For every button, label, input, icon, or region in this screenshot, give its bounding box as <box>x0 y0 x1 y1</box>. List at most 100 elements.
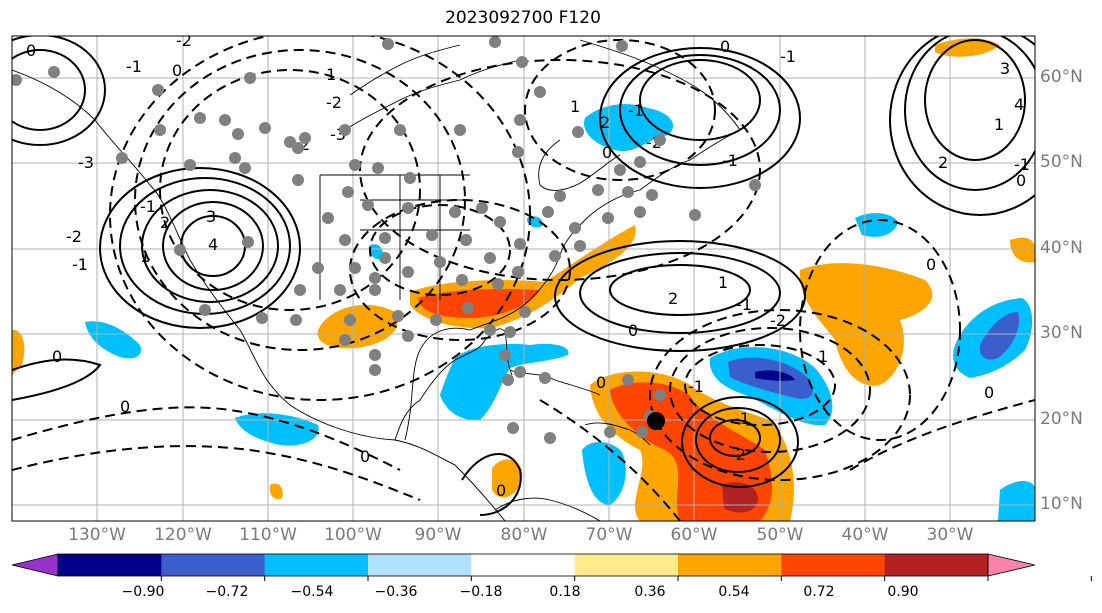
colorbar <box>11 553 1092 581</box>
contour-label: 0 <box>496 481 506 500</box>
colorbar-tick-label: 0.54 <box>718 584 750 600</box>
lon-label: 40°W <box>841 525 889 545</box>
negative-anomaly-area <box>998 481 1035 521</box>
positive-anomaly-area <box>492 459 523 498</box>
station-marker <box>574 240 586 252</box>
lat-label: 50°N <box>1040 152 1083 172</box>
station-marker <box>634 206 646 218</box>
station-marker <box>512 146 524 158</box>
contour-label: -1 <box>1014 155 1030 174</box>
contour-label: 0 <box>52 347 62 366</box>
lat-label: 40°N <box>1040 238 1083 258</box>
contour-label: -2 <box>730 445 746 464</box>
lon-label: 110°W <box>239 525 297 545</box>
station-marker <box>514 238 526 250</box>
map-title: 2023092700 F120 <box>445 8 601 28</box>
contour-label: 0 <box>1016 171 1026 190</box>
station-marker <box>219 114 231 126</box>
station-marker <box>259 122 271 134</box>
station-marker <box>636 426 648 438</box>
station-marker <box>689 209 701 221</box>
station-marker <box>484 324 496 336</box>
station-marker <box>382 38 394 50</box>
station-marker <box>379 232 391 244</box>
contour-label: 1 <box>818 347 828 366</box>
negative-anomaly-area <box>369 244 383 260</box>
contour-label: 0 <box>172 61 182 80</box>
contour-label-group: 0 -1 0 -2 -3 -2 -1 0 -1 -2 -3 1 2 3 4 0 … <box>26 36 1030 500</box>
colorbar-tick-label: 0.72 <box>803 584 835 600</box>
contour-label: 0 <box>596 373 606 392</box>
colorbar-swatch <box>781 554 886 576</box>
contour-label: 0 <box>720 37 730 56</box>
positive-anomaly-area <box>12 329 25 375</box>
station-marker <box>362 199 374 211</box>
colorbar-tick-label: 0.18 <box>549 584 581 600</box>
station-marker <box>539 372 551 384</box>
contour-label: -1 <box>140 197 156 216</box>
station-marker <box>344 314 356 326</box>
contour-label: 2 <box>938 153 948 172</box>
station-marker <box>292 174 304 186</box>
colorbar-swatch <box>678 554 782 576</box>
contour-label: -3 <box>78 153 94 172</box>
station-marker <box>199 304 211 316</box>
positive-anomaly-area <box>935 38 1000 57</box>
station-marker <box>402 202 414 214</box>
station-marker <box>369 284 381 296</box>
station-marker <box>554 190 566 202</box>
station-marker <box>116 152 128 164</box>
station-marker <box>369 364 381 376</box>
station-marker <box>507 422 519 434</box>
station-marker <box>430 314 442 326</box>
station-marker <box>372 162 384 174</box>
station-marker <box>544 432 556 444</box>
colorbar-tick-label: −0.36 <box>374 584 418 600</box>
contour-label: 3 <box>206 207 216 226</box>
colorbar-swatch <box>368 554 472 576</box>
contour-label: 0 <box>26 41 36 60</box>
station-marker <box>484 252 496 264</box>
station-marker <box>646 189 658 201</box>
positive-anomaly-area <box>1010 237 1035 263</box>
negative-anomaly-area <box>235 413 319 446</box>
pressure-contours <box>12 36 1035 516</box>
colorbar-tick-label: −0.90 <box>121 584 165 600</box>
station-marker <box>502 374 514 386</box>
station-marker <box>504 326 516 338</box>
storm-center-marker <box>647 412 665 430</box>
station-marker <box>512 266 524 278</box>
station-marker <box>322 212 334 224</box>
lat-label: 10°N <box>1040 494 1083 514</box>
weather-map: 0 -1 0 -2 -3 -2 -1 0 -1 -2 -3 1 2 3 4 0 … <box>11 35 1036 522</box>
station-marker <box>174 244 186 256</box>
colorbar-swatch <box>471 554 576 576</box>
station-marker <box>154 124 166 136</box>
station-marker <box>404 172 416 184</box>
station-marker <box>334 284 346 296</box>
map-frame <box>11 35 1036 522</box>
lon-label: 30°W <box>926 525 974 545</box>
negative-anomaly-area <box>440 343 569 421</box>
negative-anomaly-area <box>584 104 674 152</box>
station-marker <box>239 162 251 174</box>
station-marker <box>194 112 206 124</box>
contour-label: 0 <box>120 397 130 416</box>
colorbar-swatch <box>884 554 989 576</box>
station-marker <box>402 330 414 342</box>
station-marker <box>342 186 354 198</box>
station-marker <box>232 128 244 140</box>
contour-label: 0 <box>602 143 612 162</box>
station-marker <box>492 278 504 290</box>
colorbar-swatch <box>161 554 266 576</box>
station-marker <box>184 159 196 171</box>
contour-label: 1 <box>570 97 580 116</box>
station-marker <box>434 256 446 268</box>
contour-label: -1 <box>126 57 142 76</box>
station-marker <box>592 184 604 196</box>
station-marker <box>369 349 381 361</box>
station-marker <box>456 274 468 286</box>
contour-label: -1 <box>780 47 796 66</box>
positive-anomaly-area <box>269 483 283 500</box>
station-marker <box>379 252 391 264</box>
